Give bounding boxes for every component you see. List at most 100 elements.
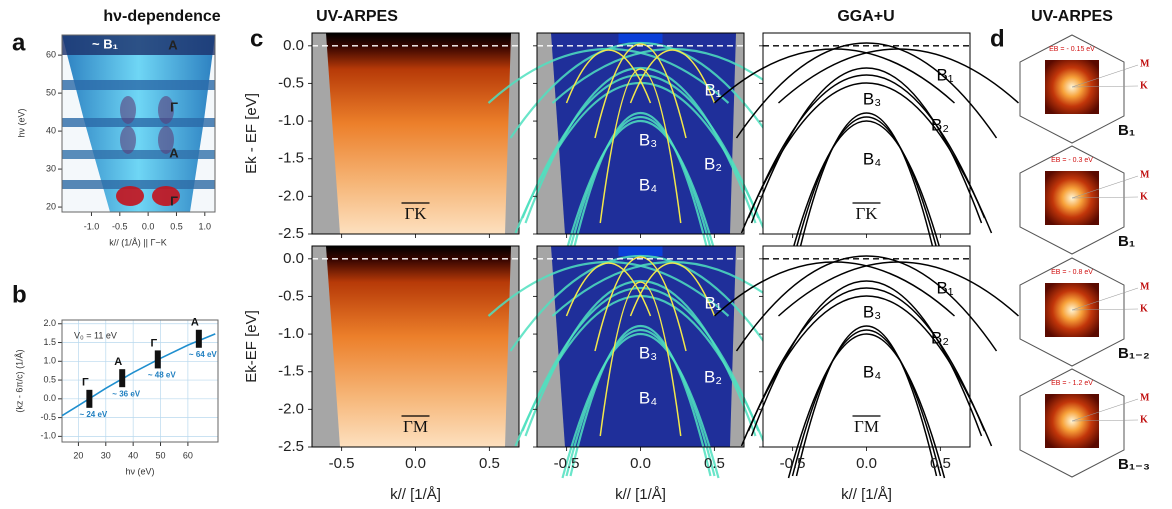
- k-path: [1071, 85, 1139, 88]
- arpes-band-peak: [599, 68, 682, 224]
- point-m: M: [1140, 392, 1150, 403]
- k-path: [1071, 419, 1139, 422]
- data-point: [119, 369, 126, 388]
- panel-title: hν-dependence: [103, 8, 220, 25]
- energy-label: EB = - 0.15 eV: [1049, 46, 1095, 53]
- calc-band: [713, 261, 956, 317]
- panel-letter: d: [990, 25, 1005, 52]
- panel-letter: c: [250, 25, 263, 52]
- calc-band: [777, 48, 1020, 104]
- band-label: B₄: [863, 362, 881, 381]
- data-point: [86, 389, 93, 408]
- calc-band: [777, 261, 1020, 317]
- y-tick-label: -1.5: [278, 150, 304, 167]
- y-axis-label: Ek - EF [eV]: [243, 93, 260, 174]
- calc-band: [740, 295, 993, 447]
- intensity-spot: [618, 33, 663, 43]
- calc-band: [713, 48, 956, 104]
- k-path: [1071, 64, 1139, 88]
- arpes-band: [509, 41, 772, 139]
- intensity-spot: [152, 186, 180, 206]
- k-path: [1071, 398, 1139, 422]
- point-m: M: [1140, 58, 1150, 69]
- energy-label: EB = - 0.8 eV: [1051, 269, 1093, 276]
- calc-band: [791, 329, 942, 477]
- plot-frame: [536, 245, 745, 448]
- y-tick-label: 0.5: [43, 374, 56, 384]
- annotation: Γ: [170, 99, 178, 114]
- x-tick-label: 0.0: [630, 455, 651, 472]
- arpes-band: [569, 324, 712, 477]
- x-tick-label: 60: [183, 450, 193, 460]
- x-tick-label: -0.5: [554, 455, 580, 472]
- direction-label: ΓM: [403, 417, 428, 436]
- annotation: A: [168, 37, 178, 52]
- x-tick-label: 0.5: [930, 455, 951, 472]
- x-axis-label: k// [1/Å]: [841, 486, 892, 503]
- x-axis-label: hν (eV): [125, 466, 154, 476]
- intensity-spot: [158, 126, 174, 154]
- energy-label: ~ 24 eV: [79, 410, 107, 419]
- point-k: K: [1140, 191, 1148, 202]
- point-label: A: [114, 356, 122, 368]
- energy-label: EB = - 1.2 eV: [1051, 380, 1093, 387]
- band-label: B₁: [704, 80, 721, 99]
- y-tick-label: -2.0: [278, 187, 304, 204]
- x-tick-label: 0.0: [142, 221, 155, 231]
- y-axis-label: hν (eV): [16, 108, 26, 137]
- x-tick-label: 0.5: [170, 221, 183, 231]
- plot-frame: [311, 245, 520, 448]
- x-tick-label: 0.0: [856, 455, 877, 472]
- y-tick-label: 30: [46, 163, 56, 173]
- arpes-band: [521, 74, 760, 219]
- arpes-band: [509, 254, 772, 352]
- y-tick-label: -1.5: [278, 363, 304, 380]
- direction-label: ΓM: [854, 417, 879, 436]
- panel-letter: a: [12, 29, 26, 56]
- arpes-band-peak: [629, 262, 716, 317]
- band-label: B₁: [1118, 122, 1135, 139]
- intensity-spot: [618, 246, 663, 256]
- y-axis-label: Ek-EF [eV]: [243, 310, 260, 383]
- energy-label: ~ 36 eV: [112, 389, 140, 398]
- band-label: B₃: [639, 130, 657, 149]
- image-background: [763, 33, 970, 234]
- y-tick-label: 0.0: [43, 393, 56, 403]
- y-tick-label: 1.5: [43, 337, 56, 347]
- band-label: B₂: [704, 367, 722, 386]
- plot-frame: [536, 32, 745, 235]
- column-title: UV-ARPES: [316, 8, 398, 25]
- arpes-band: [561, 332, 720, 479]
- arpes-band-peak: [594, 43, 687, 139]
- band-label: B₁: [936, 278, 953, 297]
- point-k: K: [1140, 414, 1148, 425]
- band-label: B₄: [639, 388, 657, 407]
- annotation: A: [169, 145, 179, 160]
- y-tick-label: 0.0: [283, 250, 304, 267]
- arpes-band: [551, 260, 794, 317]
- plot-frame: [311, 32, 520, 235]
- k-path: [1071, 308, 1139, 311]
- panel-title: UV-ARPES: [1031, 8, 1113, 25]
- plot-frame: [61, 34, 216, 213]
- y-tick-label: -1.0: [278, 325, 304, 342]
- x-tick-label: 1.0: [199, 221, 212, 231]
- calc-band: [791, 116, 942, 264]
- band-label: B₁: [704, 293, 721, 312]
- intensity-band: [62, 118, 215, 127]
- y-tick-label: 40: [46, 125, 56, 135]
- point-k: K: [1140, 80, 1148, 91]
- arpes-band: [565, 115, 716, 264]
- y-tick-label: 50: [46, 87, 56, 97]
- y-tick-label: 20: [46, 201, 56, 211]
- point-k: K: [1140, 303, 1148, 314]
- x-axis-label: k// [1/Å]: [615, 486, 666, 503]
- calc-band: [787, 120, 946, 266]
- direction-label: ΓK: [404, 204, 427, 223]
- band-label: B₁₋₂: [1118, 345, 1150, 362]
- calc-band: [747, 74, 986, 219]
- point-m: M: [1140, 281, 1150, 292]
- y-tick-label: -0.5: [278, 287, 304, 304]
- y-tick-label: -0.5: [40, 412, 56, 422]
